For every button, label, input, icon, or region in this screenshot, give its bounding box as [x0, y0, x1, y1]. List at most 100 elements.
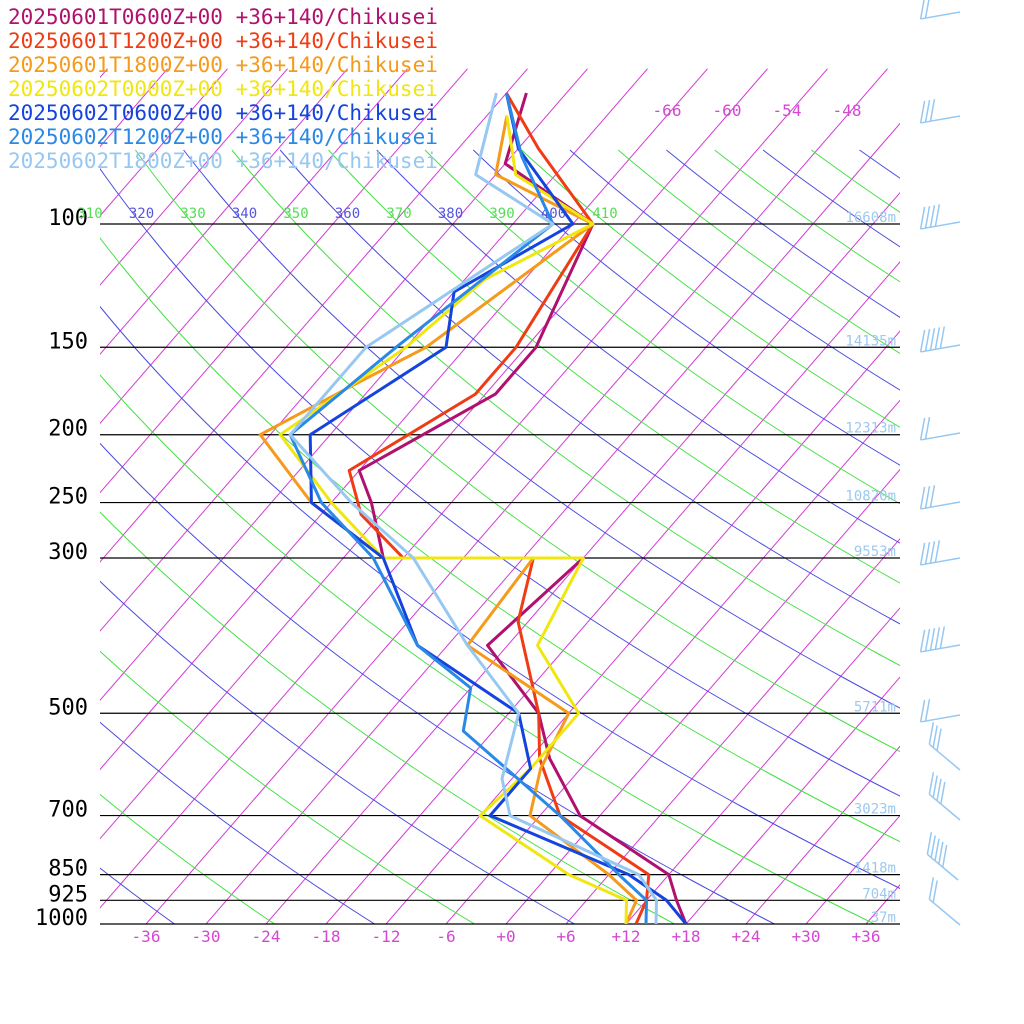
isotherm-line [325, 261, 900, 924]
wind-barb-feather [939, 326, 946, 349]
wind-barb-shaft [928, 898, 961, 926]
wind-barb-feather [934, 327, 941, 350]
isotherm-line [100, 68, 708, 771]
wind-barb-feather [919, 100, 926, 124]
wind-barb-feather [936, 778, 942, 801]
isotherm-line [565, 538, 900, 924]
dry-adiabat-line [956, 150, 1024, 926]
wind-barb [919, 416, 961, 441]
pressure-label: 200 [48, 417, 88, 442]
theta-label: 360 [335, 206, 360, 222]
wind-barb [928, 877, 961, 926]
wind-barb-feather [919, 699, 926, 723]
legend-entry: 20250602T0600Z+00 +36+140/Chikusei [8, 101, 438, 125]
theta-label: 330 [180, 206, 205, 222]
theta-label: 410 [592, 206, 617, 222]
isotherm-line [913, 69, 1024, 939]
wind-barb-feather [930, 835, 936, 858]
dry-adiabat-line [134, 149, 900, 753]
wind-barb-feather [929, 628, 936, 651]
wind-barb [928, 772, 961, 821]
dry-adiabat-line [100, 237, 900, 843]
dry-adiabat-line [617, 149, 900, 354]
wind-barb-shaft [920, 557, 961, 566]
pressure-label: 100 [48, 206, 88, 231]
wind-barb-feather [932, 880, 938, 903]
wind-barb-feather [934, 540, 941, 563]
background-lines [100, 68, 1024, 939]
pressure-level-lines [100, 223, 900, 925]
wind-barb-feather [924, 628, 931, 652]
isotherm-line [100, 68, 648, 702]
pressure-label: 925 [48, 882, 88, 907]
isotherm-line [100, 68, 588, 632]
wind-barb-feather [941, 845, 948, 868]
wind-barb-feather [934, 627, 941, 650]
wind-barb [919, 485, 961, 510]
wind-barb-feather [919, 0, 925, 20]
sounding-profiles [258, 92, 688, 924]
height-label: 5711m [854, 699, 896, 715]
dry-adiabat-line [714, 149, 900, 283]
dry-adiabat-line [811, 149, 900, 213]
wind-barb-feather [919, 417, 926, 441]
temperature-tick-label: +6 [556, 927, 575, 946]
wind-barb-feather [939, 626, 946, 649]
height-label: 12313m [845, 421, 896, 437]
temperature-tick-label: -30 [192, 927, 221, 946]
theta-label: 390 [489, 206, 514, 222]
wind-barb-feather [929, 485, 936, 508]
isotherm-line [445, 399, 900, 924]
dry-adiabat-line [100, 442, 776, 924]
sounding-line [288, 92, 658, 924]
dry-adiabat-line [100, 721, 376, 924]
theta-label: 370 [386, 206, 411, 222]
pressure-label: 500 [48, 695, 88, 720]
wind-barbs [919, 0, 961, 926]
isotherm-line [205, 122, 900, 924]
temperature-tick-label: -12 [372, 927, 401, 946]
wind-barb [919, 540, 961, 566]
legend-entry: 20250602T1800Z+00 +36+140/Chikusei [8, 149, 438, 173]
legend-entry: 20250601T1200Z+00 +36+140/Chikusei [8, 29, 438, 53]
dry-adiabat-line [100, 167, 900, 797]
wind-barb-feather [926, 832, 933, 855]
wind-barb-feather [924, 99, 931, 123]
dry-adiabat-line [100, 650, 476, 924]
isotherm-line [100, 68, 468, 494]
isotherm-line [100, 68, 228, 217]
legend-entry: 20250601T0600Z+00 +36+140/Chikusei [8, 5, 438, 29]
wind-barb-feather [919, 206, 926, 230]
wind-barb-feather [929, 99, 936, 122]
theta-label: 350 [283, 206, 308, 222]
wind-barb [919, 204, 961, 230]
wind-barb-shaft [920, 11, 961, 20]
wind-barb-shaft [920, 714, 961, 723]
wind-barb-feather [928, 877, 935, 900]
isotherm-line [385, 330, 900, 924]
wind-barb-feather [929, 205, 936, 228]
isotherm-line [100, 68, 828, 909]
isotherm-line [100, 68, 768, 840]
wind-barb-feather [934, 838, 940, 861]
wind-barb-feather [924, 328, 931, 352]
wind-barb [926, 832, 959, 881]
isotherm-line [100, 68, 348, 355]
temperature-tick-label: -18 [312, 927, 341, 946]
wind-barb-feather [932, 725, 938, 748]
isotherm-label: -54 [773, 101, 802, 120]
wind-barb-feather [934, 204, 941, 227]
dry-adiabat-line [100, 374, 876, 924]
temperature-tick-label: -6 [436, 927, 455, 946]
wind-barb [919, 99, 961, 124]
legend-entry: 20250601T1800Z+00 +36+140/Chikusei [8, 53, 438, 77]
wind-barb-feather [928, 722, 935, 745]
dry-adiabat-line [666, 149, 900, 318]
temperature-tick-label: +30 [792, 927, 821, 946]
height-label: 14135m [845, 333, 896, 349]
theta-label: 320 [129, 206, 154, 222]
pressure-label: 300 [48, 540, 88, 565]
isotherm-line [100, 68, 528, 563]
wind-barb-feather [929, 328, 936, 351]
legend: 20250601T0600Z+00 +36+140/Chikusei202506… [8, 5, 438, 173]
